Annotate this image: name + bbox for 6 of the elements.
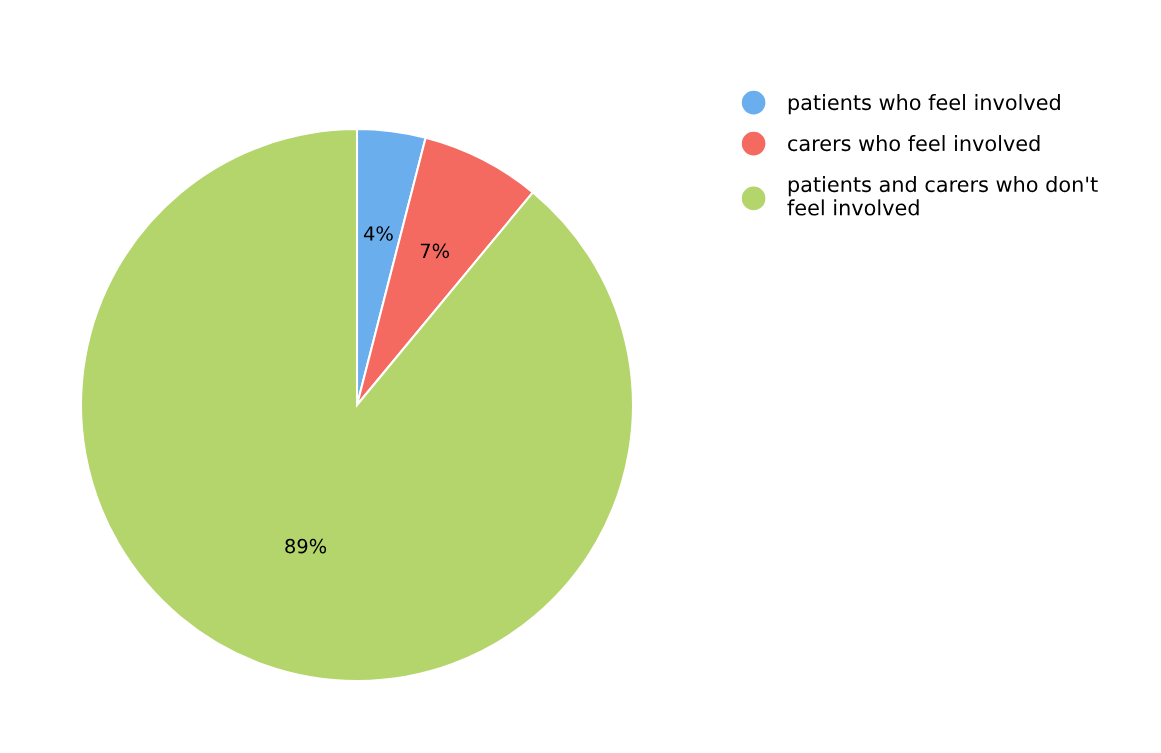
data-label: 89% bbox=[285, 538, 327, 554]
data-label: 7% bbox=[420, 243, 450, 259]
legend-label: patients who feel involved bbox=[788, 94, 1060, 115]
legend-label: carers who feel involved bbox=[788, 135, 1040, 152]
legend-label: patients and carers who don't feel involved bbox=[787, 176, 1098, 216]
data-label: 4% bbox=[363, 226, 393, 241]
